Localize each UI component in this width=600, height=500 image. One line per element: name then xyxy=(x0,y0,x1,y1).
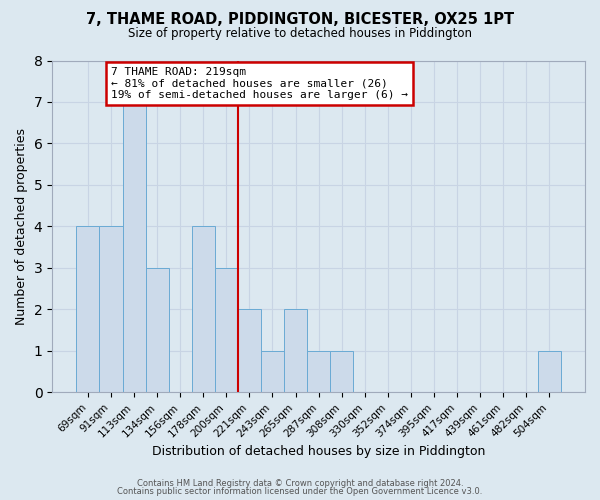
Text: Size of property relative to detached houses in Piddington: Size of property relative to detached ho… xyxy=(128,28,472,40)
Bar xyxy=(215,268,238,392)
Bar xyxy=(261,351,284,393)
Bar xyxy=(330,351,353,393)
Bar xyxy=(307,351,330,393)
Bar xyxy=(146,268,169,392)
Bar xyxy=(192,226,215,392)
Bar xyxy=(284,310,307,392)
Bar xyxy=(76,226,100,392)
Text: 7, THAME ROAD, PIDDINGTON, BICESTER, OX25 1PT: 7, THAME ROAD, PIDDINGTON, BICESTER, OX2… xyxy=(86,12,514,28)
Bar xyxy=(100,226,122,392)
X-axis label: Distribution of detached houses by size in Piddington: Distribution of detached houses by size … xyxy=(152,444,485,458)
Bar xyxy=(238,310,261,392)
Text: Contains public sector information licensed under the Open Government Licence v3: Contains public sector information licen… xyxy=(118,487,482,496)
Y-axis label: Number of detached properties: Number of detached properties xyxy=(15,128,28,325)
Bar xyxy=(538,351,561,393)
Bar xyxy=(122,102,146,393)
Text: Contains HM Land Registry data © Crown copyright and database right 2024.: Contains HM Land Registry data © Crown c… xyxy=(137,478,463,488)
Text: 7 THAME ROAD: 219sqm
← 81% of detached houses are smaller (26)
19% of semi-detac: 7 THAME ROAD: 219sqm ← 81% of detached h… xyxy=(111,66,408,100)
